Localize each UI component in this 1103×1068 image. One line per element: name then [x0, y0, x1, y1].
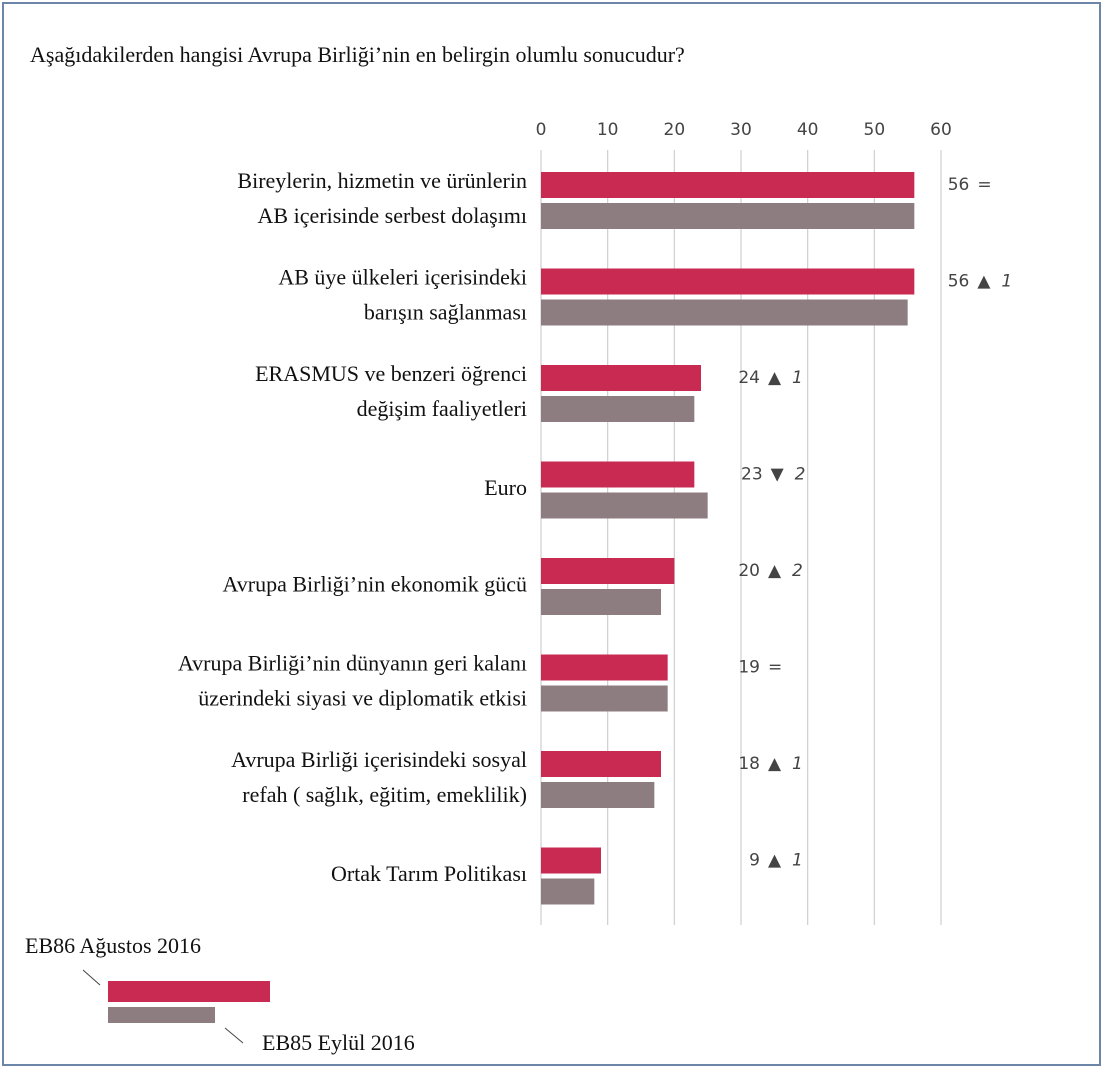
change-amount: 2	[795, 465, 806, 485]
category-label: ERASMUS ve benzeri öğrenci	[255, 361, 527, 386]
change-symbol: ▲	[768, 851, 782, 871]
category-label: Avrupa Birliği’nin ekonomik gücü	[223, 572, 528, 597]
bar	[541, 751, 661, 777]
value-label: 56	[948, 272, 970, 292]
bar	[541, 685, 668, 712]
bar	[541, 782, 655, 808]
bar	[541, 396, 695, 422]
change-symbol: ▲	[768, 561, 782, 581]
change-amount: 1	[792, 851, 803, 871]
x-tick-label: 50	[864, 120, 886, 140]
bar	[541, 461, 695, 488]
value-label: 24	[738, 368, 760, 388]
change-symbol: ▲	[768, 368, 782, 388]
bar	[541, 878, 595, 905]
value-label: 18	[738, 754, 760, 774]
category-label: barışın sağlanması	[364, 300, 527, 325]
legend-swatch	[108, 981, 270, 1002]
change-amount: 1	[792, 754, 803, 774]
x-tick-label: 60	[930, 120, 952, 140]
change-amount: 2	[792, 561, 803, 581]
legend-label: EB86 Ağustos 2016	[25, 933, 201, 958]
category-label: Avrupa Birliği’nin dünyanın geri kalanı	[178, 651, 527, 676]
legend-leader	[82, 969, 101, 986]
category-label: refah ( sağlık, eğitim, emeklilik)	[242, 782, 527, 807]
change-symbol: ▲	[768, 754, 782, 774]
bar	[541, 203, 915, 229]
change-amount: 1	[792, 368, 803, 388]
bar	[541, 172, 915, 198]
x-tick-label: 10	[597, 120, 619, 140]
value-label: 20	[738, 561, 760, 581]
bar	[541, 847, 601, 874]
change-symbol: ▼	[771, 465, 785, 485]
bar	[541, 365, 701, 391]
category-label: Avrupa Birliği içerisindeki sosyal	[231, 747, 527, 772]
category-label: üzerindeki siyasi ve diplomatik etkisi	[198, 686, 527, 711]
change-amount: 1	[1001, 272, 1012, 292]
x-tick-label: 20	[664, 120, 686, 140]
value-label: 19	[738, 658, 760, 678]
value-label: 56	[948, 175, 970, 195]
bar	[541, 299, 908, 326]
bar	[541, 654, 668, 681]
bar	[541, 268, 915, 295]
legend-leader	[224, 1027, 244, 1044]
x-tick-label: 40	[797, 120, 819, 140]
value-label: 23	[741, 465, 763, 485]
bar	[541, 589, 661, 615]
category-label: Bireylerin, hizmetin ve ürünlerin	[237, 168, 527, 193]
legend-swatch	[108, 1007, 215, 1023]
category-label: Euro	[484, 475, 527, 500]
change-symbol: =	[768, 658, 782, 678]
category-label: AB üye ülkeleri içerisindeki	[278, 265, 527, 290]
category-label: değişim faaliyetleri	[357, 396, 527, 421]
value-label: 9	[749, 851, 760, 871]
chart-title: Aşağıdakilerden hangisi Avrupa Birliği’n…	[30, 42, 685, 67]
category-label: Ortak Tarım Politikası	[331, 861, 527, 886]
bar	[541, 558, 675, 584]
bar	[541, 492, 708, 519]
x-tick-label: 30	[730, 120, 752, 140]
change-symbol: =	[977, 175, 991, 195]
change-symbol: ▲	[977, 272, 991, 292]
x-tick-label: 0	[536, 120, 547, 140]
category-label: AB içerisinde serbest dolaşımı	[258, 203, 527, 228]
legend-label: EB85 Eylül 2016	[262, 1030, 415, 1055]
